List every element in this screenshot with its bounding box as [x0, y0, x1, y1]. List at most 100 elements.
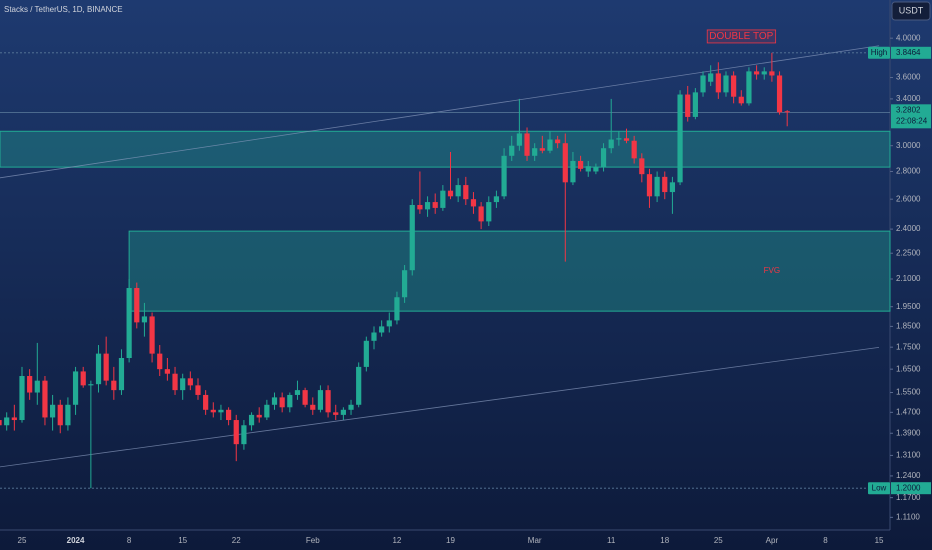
candle-body	[455, 185, 461, 197]
candle-body	[302, 390, 308, 405]
y-tick-label: 1.1100	[896, 512, 920, 521]
candle-body	[761, 71, 767, 75]
candle-body	[264, 404, 270, 418]
candle-body	[19, 376, 25, 421]
candle-body	[226, 409, 232, 421]
candle-body	[11, 417, 17, 421]
candle-body	[118, 357, 125, 391]
x-tick-label: Feb	[306, 536, 320, 545]
candle-body	[723, 75, 729, 93]
y-tick-label: 3.4000	[896, 94, 921, 103]
y-tick-label: 2.8000	[896, 167, 921, 176]
candle-body	[493, 196, 500, 203]
candle-body	[447, 190, 454, 197]
y-tick-label: 3.6000	[896, 73, 921, 82]
candle-body	[57, 404, 63, 426]
candle-body	[585, 166, 591, 172]
candle-body	[631, 140, 637, 159]
candle-body	[271, 397, 278, 405]
x-tick-label: Mar	[528, 536, 542, 545]
candle-body	[539, 148, 545, 151]
candle-body	[746, 71, 752, 104]
candle-body	[600, 148, 607, 168]
candle-body	[608, 139, 614, 149]
annotation-box	[706, 29, 777, 44]
x-tick-label: 8	[823, 536, 828, 545]
last-price-label: 3.2802	[896, 105, 921, 114]
price-line-name: Low	[872, 483, 887, 492]
currency-label[interactable]: USDT	[899, 5, 924, 15]
candle-body	[424, 202, 431, 210]
candle-body	[685, 94, 691, 117]
candle-body	[248, 414, 255, 426]
candle-body	[708, 73, 714, 82]
y-tick-label: 1.3900	[896, 428, 921, 437]
y-tick-label: 1.4700	[896, 407, 921, 416]
candle-body	[524, 133, 530, 156]
candle-body	[692, 92, 698, 117]
candle-body	[478, 206, 484, 222]
price-line-name: High	[871, 48, 887, 57]
candle-body	[516, 133, 522, 146]
candle-body	[577, 160, 584, 169]
candle-body	[203, 394, 209, 410]
x-tick-label: 25	[18, 536, 27, 545]
candle-body	[279, 397, 285, 408]
x-tick-label: 18	[660, 536, 669, 545]
candle-body	[80, 371, 86, 386]
y-tick-label: 1.9500	[896, 302, 921, 311]
candle-body	[218, 409, 224, 413]
candle-body	[134, 288, 140, 323]
y-tick-label: 2.6000	[896, 194, 921, 203]
candle-body	[646, 174, 653, 197]
candle-body	[401, 270, 408, 298]
y-tick-label: 3.0000	[896, 141, 921, 150]
candle-body	[440, 190, 446, 208]
x-tick-label: 12	[392, 536, 401, 545]
candle-body	[111, 380, 117, 391]
candle-body	[126, 288, 132, 358]
candle-body	[180, 378, 186, 391]
candle-body	[310, 404, 316, 410]
y-tick-label: 1.1700	[896, 493, 921, 502]
candle-body	[72, 371, 79, 405]
candle-body	[509, 145, 515, 156]
x-tick-label: 25	[714, 536, 723, 545]
candle-body	[417, 204, 423, 210]
candle-body	[103, 353, 109, 381]
candle-body	[731, 75, 737, 97]
annotation: FVG	[764, 266, 780, 275]
last-price-badge	[891, 104, 931, 129]
candle-body	[4, 417, 10, 426]
candle-body	[65, 404, 71, 426]
candle-body	[532, 148, 538, 156]
candle-body	[294, 390, 301, 395]
zone	[128, 230, 891, 312]
candle-body	[639, 158, 645, 175]
candle-body	[738, 96, 744, 104]
candle-body	[677, 94, 683, 183]
y-tick-label: 2.2500	[896, 248, 921, 257]
x-tick-label: 22	[232, 536, 241, 545]
trendline	[0, 346, 880, 468]
candle-body	[42, 380, 48, 418]
price-badge	[891, 46, 931, 59]
candle-body	[409, 204, 415, 271]
candle-body	[463, 185, 469, 200]
candle-body	[356, 366, 362, 405]
candle-body	[210, 409, 216, 413]
candle-body	[233, 420, 239, 445]
price-badge	[868, 482, 890, 495]
candle-body	[386, 320, 392, 327]
candle-body	[547, 139, 553, 151]
x-tick-label: 2024	[67, 536, 85, 545]
x-tick-label: 15	[875, 536, 884, 545]
candle-body	[0, 420, 2, 426]
candle-body	[317, 390, 324, 410]
y-tick-label: 1.7500	[896, 342, 921, 351]
candle-body	[784, 111, 790, 113]
candle-body	[501, 155, 507, 197]
currency-button[interactable]	[891, 1, 931, 21]
candle-body	[149, 316, 155, 354]
